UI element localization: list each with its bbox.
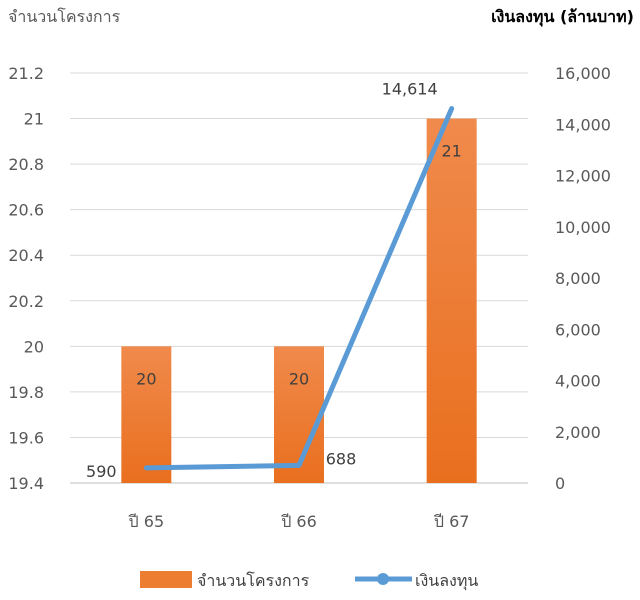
bar-data-label: 20: [289, 369, 309, 388]
line-series: [143, 106, 455, 471]
left-tick-label: 19.8: [8, 383, 44, 402]
left-tick-label: 20.4: [8, 246, 44, 265]
category-label: ปี 66: [281, 512, 317, 531]
left-tick-label: 20: [24, 337, 44, 356]
left-tick-label: 20.6: [8, 201, 44, 220]
legend: จำนวนโครงการ เงินลงทุน: [140, 571, 478, 591]
line-data-label: 688: [326, 449, 357, 468]
line-path: [143, 106, 455, 471]
bar-data-label: 21: [441, 142, 461, 161]
category-label: ปี 67: [433, 512, 469, 531]
right-tick-label: 2,000: [555, 423, 601, 442]
legend-label-bar: จำนวนโครงการ: [197, 571, 310, 590]
right-tick-label: 8,000: [555, 269, 601, 288]
line-data-label: 14,614: [382, 80, 438, 99]
bar: [121, 346, 172, 483]
bar-data-label: 20: [136, 369, 156, 388]
left-tick-label: 19.4: [8, 474, 44, 493]
right-tick-label: 4,000: [555, 372, 601, 391]
right-tick-label: 16,000: [555, 64, 611, 83]
left-tick-label: 21: [24, 110, 44, 129]
right-axis-title: เงินลงทุน (ล้านบาท): [491, 7, 634, 27]
left-tick-label: 19.6: [8, 428, 44, 447]
bar-series: [121, 118, 477, 484]
left-tick-label: 21.2: [8, 64, 44, 83]
right-tick-label: 14,000: [555, 115, 611, 134]
category-labels: ปี 65 ปี 66 ปี 67: [128, 512, 469, 531]
left-tick-label: 20.8: [8, 155, 44, 174]
legend-label-line: เงินลงทุน: [415, 571, 478, 591]
legend-swatch-bar: [140, 571, 192, 588]
right-tick-label: 6,000: [555, 320, 601, 339]
right-tick-label: 10,000: [555, 218, 611, 237]
right-tick-label: 12,000: [555, 167, 611, 186]
line-data-label: 590: [86, 462, 117, 481]
category-label: ปี 65: [128, 512, 164, 531]
left-axis-title: จำนวนโครงการ: [8, 7, 121, 26]
bar: [426, 118, 477, 484]
data-labels: 20 20 21 590 688 14,614: [86, 80, 462, 481]
axis-ticks: 19.4 19.6 19.8 20 20.2 20.4 20.6 20.8 21 21.2 0 2,0…: [8, 64, 611, 493]
left-tick-label: 20.2: [8, 292, 44, 311]
legend-marker-line: [377, 573, 389, 585]
right-tick-label: 0: [555, 474, 565, 493]
